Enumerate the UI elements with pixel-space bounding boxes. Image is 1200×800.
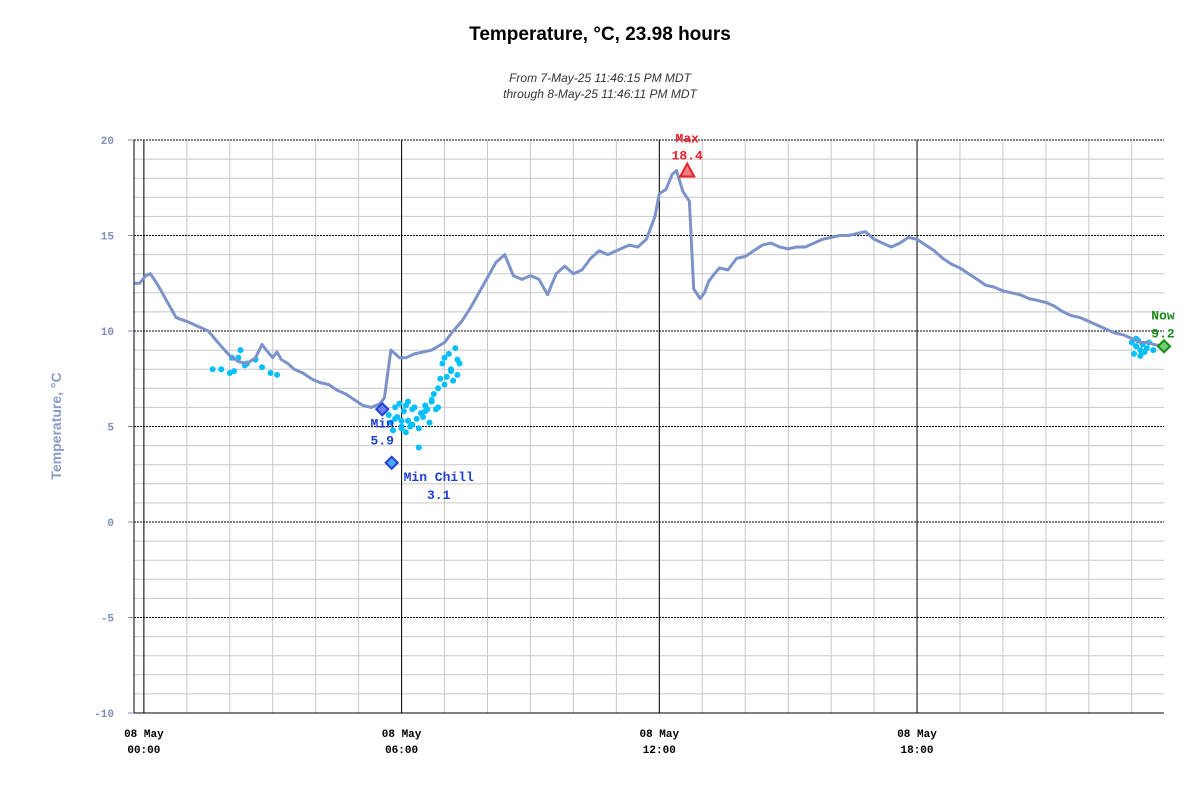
- chill-point: [387, 419, 394, 426]
- temperature-line: [134, 169, 1165, 409]
- x-axis-ticks: 08 May 00:00 08 May 06:00 08 May 12:00 08 May 1…: [124, 729, 937, 757]
- chill-point: [402, 429, 409, 436]
- chill-point: [445, 350, 452, 357]
- chill-point: [392, 415, 399, 422]
- temperature-series: [134, 169, 1165, 409]
- x-tick-time: 18:00: [901, 745, 934, 757]
- chill-point: [237, 347, 244, 354]
- chill-point: [400, 408, 407, 415]
- now-value: 9.2: [1151, 326, 1175, 341]
- chill-point: [398, 417, 405, 424]
- chill-point: [441, 381, 448, 388]
- max-label: Max: [676, 132, 700, 147]
- min-marker: [374, 401, 390, 417]
- y-axis-ticks: 20 15 10 5 0 -5 -10: [94, 136, 134, 721]
- y-tick-label: 15: [101, 232, 115, 244]
- chill-point: [390, 427, 397, 434]
- min-value: 5.9: [371, 433, 395, 448]
- chill-point: [452, 345, 459, 352]
- chill-point: [426, 419, 433, 426]
- chill-point: [258, 364, 265, 371]
- chill-point: [1130, 350, 1137, 357]
- y-tick-label: 0: [107, 518, 114, 530]
- chill-point: [1137, 352, 1144, 359]
- y-axis-label: Temperature, °C: [48, 372, 64, 479]
- chill-point: [435, 404, 442, 411]
- y-tick-label: 5: [107, 423, 114, 435]
- chart-title: Temperature, °C, 23.98 hours: [469, 24, 731, 45]
- y-tick-label: -10: [94, 709, 114, 721]
- chill-point: [274, 371, 281, 378]
- x-tick-date: 08 May: [897, 729, 937, 741]
- chill-point: [454, 371, 461, 378]
- chill-point: [428, 396, 435, 403]
- y-tick-label: -5: [101, 614, 115, 626]
- chill-point: [450, 377, 457, 384]
- now-label: Now: [1151, 308, 1175, 323]
- max-marker: [678, 161, 696, 178]
- min-label: Min: [371, 416, 395, 431]
- x-tick-date: 08 May: [124, 729, 164, 741]
- chill-points: [209, 335, 1157, 451]
- chill-point: [435, 385, 442, 392]
- chill-point: [231, 368, 238, 375]
- chart-subtitle-through: through 8-May-25 11:46:11 PM MDT: [503, 87, 697, 101]
- chill-point: [415, 425, 422, 432]
- chill-point: [443, 373, 450, 380]
- chill-point: [1133, 343, 1140, 350]
- x-tick-date: 08 May: [640, 729, 680, 741]
- chart-subtitle-from: From 7-May-25 11:46:15 PM MDT: [509, 71, 691, 85]
- x-tick-date: 08 May: [382, 729, 422, 741]
- chill-point: [1128, 339, 1135, 346]
- y-tick-label: 20: [101, 136, 114, 148]
- chill-point: [437, 375, 444, 382]
- chill-point: [398, 423, 405, 430]
- min-chill-marker: [384, 455, 400, 471]
- chill-point: [441, 354, 448, 361]
- annotation-markers: Max 18.4 Min 5.9 Min Chill 3.1 Now 9.2: [371, 132, 1175, 503]
- chill-point: [413, 415, 420, 422]
- min-chill-label: Min Chill: [404, 470, 474, 485]
- x-tick-time: 06:00: [385, 745, 418, 757]
- chill-point: [385, 412, 392, 419]
- x-tick-time: 00:00: [127, 745, 160, 757]
- chill-point: [405, 417, 412, 424]
- chill-point: [447, 366, 454, 373]
- chill-point: [267, 370, 274, 377]
- major-grid: [134, 139, 1164, 713]
- chill-point: [439, 360, 446, 367]
- now-marker: [1156, 338, 1172, 354]
- chill-point: [409, 421, 416, 428]
- chill-point: [420, 413, 427, 420]
- chill-point: [415, 444, 422, 451]
- chill-point: [430, 391, 437, 398]
- chill-point: [1143, 345, 1150, 352]
- chill-point: [396, 400, 403, 407]
- chill-point: [422, 408, 429, 415]
- chill-point: [218, 366, 225, 373]
- chill-point: [411, 404, 418, 411]
- chill-point: [454, 356, 461, 363]
- max-value: 18.4: [672, 149, 703, 164]
- min-chill-value: 3.1: [427, 488, 451, 503]
- x-tick-time: 12:00: [643, 745, 676, 757]
- chill-point: [405, 398, 412, 405]
- chill-point: [209, 366, 216, 373]
- chill-point: [392, 404, 399, 411]
- y-tick-label: 10: [101, 327, 114, 339]
- chill-point: [1150, 347, 1157, 354]
